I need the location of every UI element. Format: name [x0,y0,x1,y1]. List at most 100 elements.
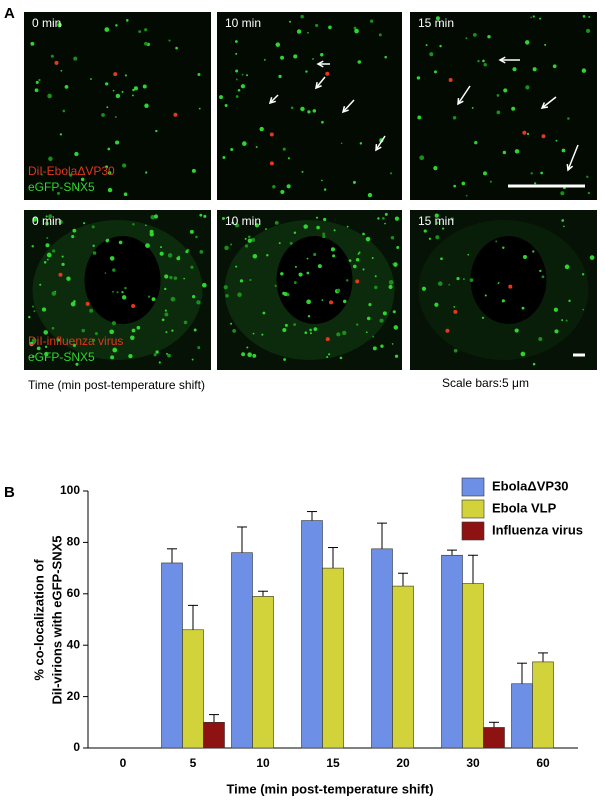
fluorescent-spot [469,278,474,283]
fluorescent-spot [439,44,442,48]
bar [392,585,414,749]
fluorescent-spot [483,63,487,67]
fluorescent-spot [522,254,528,259]
fluorescent-spot [56,338,60,342]
fluorescent-spot [230,147,234,152]
fluorescent-spot [159,246,163,249]
fluorescent-spot [296,29,302,34]
fluorescent-spot [588,15,591,18]
fluorescent-spot [169,275,173,280]
fluorescent-spot [89,308,94,313]
fluorescent-spot [62,109,66,113]
fluorescent-spot [225,293,229,298]
fluorescent-spot [241,73,244,76]
virion-spot [329,300,334,305]
fluorescent-spot [328,353,331,356]
fluorescent-spot [582,308,585,311]
fluorescent-spot [567,117,570,120]
fluorescent-spot [461,181,466,186]
y-tick-label: 80 [67,535,81,549]
fluorescent-spot [428,237,432,240]
fluorescent-spot [31,245,34,248]
fluorescent-spot [191,168,196,173]
fluorescent-spot [219,95,223,100]
fluorescent-spot [388,284,393,290]
fluorescent-spot [61,262,65,267]
fluorescent-spot [305,70,308,73]
fluorescent-spot [565,319,568,322]
fluorescent-spot [284,323,288,327]
fluorescent-spot [231,221,235,225]
fluorescent-spot [472,32,477,37]
fluorescent-spot [298,272,303,277]
fluorescent-spot [307,315,311,318]
virion-spot [448,78,453,83]
fluorescent-spot [434,302,439,307]
fluorescent-spot [300,106,305,112]
fluorescent-spot [293,231,297,235]
virion-spot [54,60,59,65]
arrow [342,99,355,113]
fluorescent-spot [389,172,393,175]
fluorescent-spot [484,294,487,297]
scale-note: Scale bars:5 μm [442,376,529,390]
fluorescent-spot [235,40,238,43]
fluorescent-spot [541,275,545,279]
fluorescent-spot [323,217,327,222]
fluorescent-spot [532,362,536,366]
fluorescent-spot [190,265,194,269]
fluorescent-spot [372,335,375,338]
fluorescent-spot [111,321,116,326]
fluorescent-spot [465,37,468,40]
fluorescent-spot [196,300,201,305]
fluorescent-spot [384,212,388,216]
fluorescent-spot [244,244,249,248]
fluorescent-spot [530,172,533,175]
fluorescent-spot [487,34,491,39]
fluorescent-spot [247,235,251,239]
micrograph [217,12,402,200]
fluorescent-spot [252,332,255,335]
micrograph [410,12,597,200]
fluorescent-spot [32,355,35,358]
channel-label: eGFP-SNX5 [28,180,95,194]
fluorescent-spot [450,217,454,221]
fluorescent-spot [105,165,109,169]
fluorescent-spot [235,52,238,55]
fluorescent-spot [495,240,498,243]
fluorescent-spot [312,109,317,113]
fluorescent-spot [44,221,50,226]
fluorescent-spot [110,355,115,360]
fluorescent-spot [425,44,428,47]
fluorescent-spot [396,245,400,249]
fluorescent-spot [362,268,365,271]
fluorescent-spot [251,237,256,242]
bar [252,596,274,749]
arrow-head [457,97,464,106]
fluorescent-spot [29,341,34,347]
fluorescent-spot [166,352,168,355]
fluorescent-spot [532,67,537,72]
time-label: 15 min [418,16,454,30]
fluorescent-spot [43,330,49,335]
fluorescent-spot [64,84,69,89]
arrow [269,94,279,104]
fluorescent-spot [368,303,372,307]
fluorescent-spot [222,156,226,159]
fluorescent-spot [107,147,111,151]
fluorescent-spot [121,291,124,294]
fluorescent-spot [46,237,49,240]
fluorescent-spot [144,28,148,32]
fluorescent-spot [496,93,500,97]
fluorescent-spot [124,74,127,77]
fluorescent-spot [237,292,242,298]
fluorescent-spot [328,25,332,30]
fluorescent-spot [435,221,439,225]
panel-label: A [4,5,15,22]
fluorescent-spot [61,255,64,258]
fluorescent-spot [158,361,161,364]
fluorescent-spot [70,301,76,307]
fluorescent-spot [568,299,571,303]
fluorescent-spot [453,184,457,188]
fluorescent-spot [293,323,297,326]
